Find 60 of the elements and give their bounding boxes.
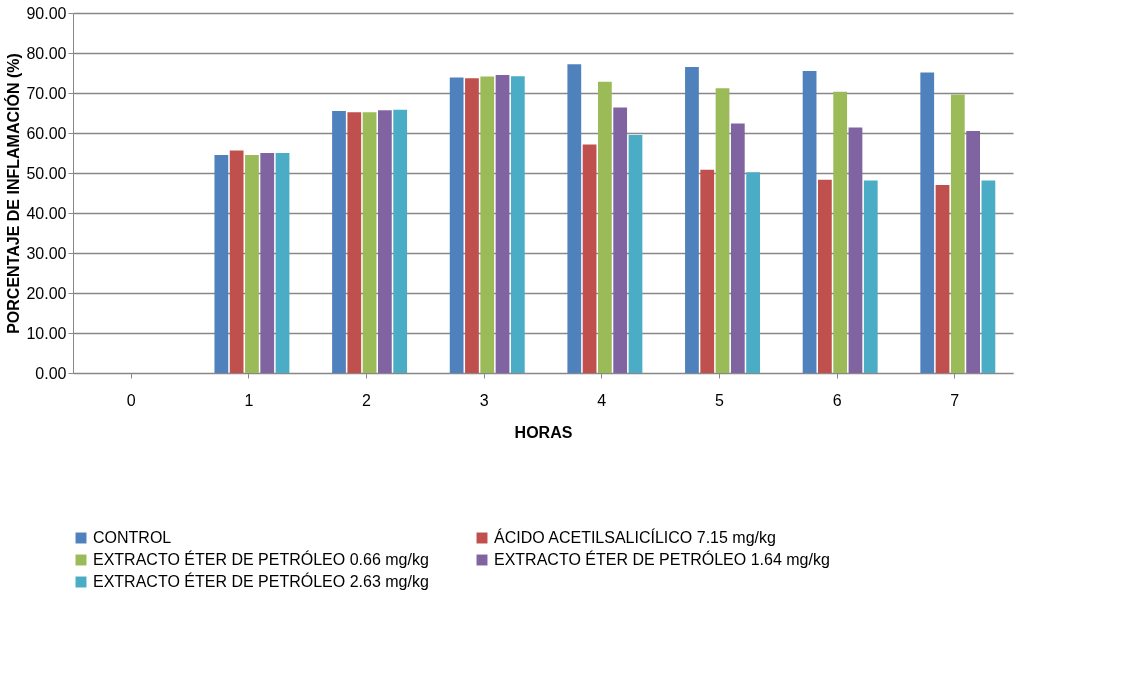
bar — [260, 153, 275, 373]
bar — [730, 123, 745, 373]
x-tick-label: 3 — [479, 391, 489, 409]
y-tick-label: 40.00 — [26, 204, 67, 222]
bar — [848, 127, 863, 373]
bar — [966, 131, 980, 373]
bar — [362, 112, 377, 373]
bar — [628, 135, 643, 373]
y-axis-title: PORCENTAJE DE INFLAMACIÓN (%) — [4, 53, 23, 334]
bar — [685, 67, 699, 373]
bar — [347, 112, 362, 373]
y-tick-label: 30.00 — [26, 244, 67, 262]
bar — [920, 72, 935, 373]
bar — [582, 144, 597, 373]
bar — [613, 107, 628, 373]
bar — [510, 76, 525, 373]
y-tick-label: 20.00 — [26, 284, 67, 302]
y-tick-label: 80.00 — [26, 44, 67, 62]
x-tick-label: 4 — [597, 391, 607, 409]
x-tick-label: 6 — [832, 391, 842, 409]
x-tick-label: 2 — [362, 391, 372, 409]
y-tick-label: 10.00 — [26, 324, 67, 342]
bar — [715, 88, 730, 373]
bar — [802, 71, 817, 373]
y-tick-label: 70.00 — [26, 84, 67, 102]
y-tick-label: 90.00 — [26, 4, 67, 22]
bar — [480, 76, 495, 373]
bar — [700, 169, 715, 373]
legend-label: ÁCIDO ACETILSALICÍLICO 7.15 mg/kg — [494, 528, 776, 546]
bar — [245, 155, 259, 373]
bar — [465, 78, 479, 373]
bar — [746, 172, 760, 373]
y-tick-label: 60.00 — [26, 124, 67, 142]
x-tick-label: 0 — [126, 391, 136, 409]
bar — [393, 109, 408, 373]
bar — [378, 110, 392, 373]
bar — [214, 155, 229, 373]
x-tick-label: 5 — [715, 391, 725, 409]
legend-label: CONTROL — [93, 529, 172, 546]
x-axis-title: HORAS — [514, 423, 573, 441]
bar — [935, 185, 950, 373]
bar — [950, 94, 965, 373]
bar — [332, 111, 346, 373]
x-tick-label: 1 — [244, 391, 254, 409]
y-tick-label: 50.00 — [26, 164, 67, 182]
x-tick-label: 7 — [950, 391, 960, 409]
bar — [863, 180, 878, 373]
bar — [449, 77, 464, 373]
bar — [598, 81, 612, 373]
bar — [818, 179, 832, 373]
bar — [275, 153, 290, 373]
legend-label: EXTRACTO ÉTER DE PETRÓLEO 2.63 mg/kg — [93, 572, 429, 590]
bar — [833, 91, 848, 373]
y-tick-label: 0.00 — [35, 364, 67, 382]
legend-label: EXTRACTO ÉTER DE PETRÓLEO 1.64 mg/kg — [494, 550, 830, 568]
bar — [495, 75, 510, 373]
legend-label: EXTRACTO ÉTER DE PETRÓLEO 0.66 mg/kg — [93, 550, 429, 568]
bar — [567, 64, 582, 373]
bar — [981, 180, 996, 373]
bar — [229, 150, 244, 373]
